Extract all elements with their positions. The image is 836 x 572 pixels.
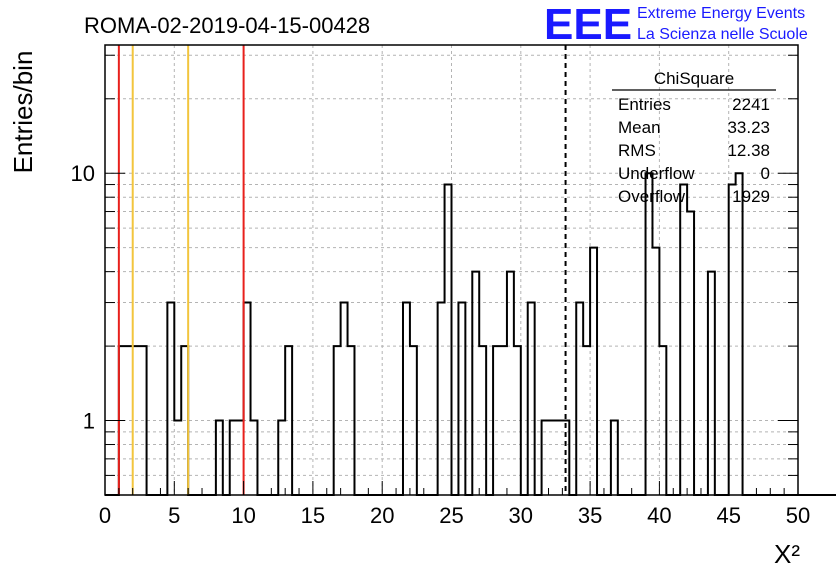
histogram-bin: [680, 185, 687, 495]
axis-ticks: 0 5 10 15 20 25 30 35 40 45 50 1 10: [71, 54, 810, 528]
histogram-bin: [341, 303, 348, 495]
x-tick-label: 30: [509, 503, 533, 528]
histogram-bin: [174, 421, 181, 495]
stats-box: ChiSquare Entries 2241 Mean 33.23 RMS 12.38 Un…: [612, 69, 776, 206]
logo-line-2: La Scienza nelle Scuole: [637, 26, 808, 43]
histogram-bin: [729, 185, 736, 495]
histogram-bin: [244, 303, 251, 495]
stats-label: Overflow: [618, 187, 686, 206]
histogram-bin: [216, 421, 223, 495]
histogram-bin: [659, 346, 666, 495]
histogram-bin: [708, 272, 715, 495]
stats-value: 2241: [732, 95, 770, 114]
stats-value: 33.23: [727, 118, 770, 137]
stats-label: Underflow: [618, 164, 695, 183]
y-tick-label: 10: [71, 161, 95, 186]
x-tick-label: 40: [647, 503, 671, 528]
x-tick-label: 45: [716, 503, 740, 528]
histogram-bin: [514, 346, 521, 495]
histogram-bin: [167, 303, 174, 495]
stats-value: 12.38: [727, 141, 770, 160]
x-tick-label: 25: [439, 503, 463, 528]
stats-rows: Entries 2241 Mean 33.23 RMS 12.38 Underflow 0 Ov…: [618, 95, 770, 206]
histogram-bin: [555, 421, 562, 495]
stats-value: 1929: [732, 187, 770, 206]
stats-label: RMS: [618, 141, 656, 160]
x-axis-label: X²: [774, 539, 800, 569]
histogram-bin: [562, 421, 569, 495]
stats-value: 0: [761, 164, 770, 183]
histogram-bin: [736, 173, 743, 495]
histogram-bin: [181, 346, 188, 495]
histogram-bin: [410, 346, 417, 495]
logo-mark: EEE: [544, 0, 632, 49]
histogram-bin: [438, 303, 445, 495]
histogram-bin: [583, 346, 590, 495]
reference-lines: [117, 45, 567, 495]
histogram-bin: [500, 346, 507, 495]
x-tick-label: 5: [168, 503, 180, 528]
x-tick-label: 35: [578, 503, 602, 528]
histogram-bin: [348, 346, 355, 495]
histogram-bin: [590, 248, 597, 495]
stats-label: Mean: [618, 118, 661, 137]
stats-label: Entries: [618, 95, 671, 114]
histogram-bin: [652, 248, 659, 495]
histogram-bin: [646, 173, 653, 495]
histogram-bin: [230, 421, 237, 495]
histogram-outline: [105, 172, 836, 496]
histogram-bin: [528, 303, 535, 495]
histogram-bin: [507, 272, 514, 495]
histogram-bin: [133, 346, 140, 495]
histogram-bin: [542, 421, 549, 495]
histogram-bin: [237, 421, 244, 495]
histogram-bin: [687, 212, 694, 495]
histogram-bin: [334, 346, 341, 495]
histogram-bin: [576, 303, 583, 495]
histogram-bins: [119, 173, 743, 495]
histogram-bin: [479, 346, 486, 495]
chart-title: ROMA-02-2019-04-15-00428: [84, 13, 370, 38]
y-tick-label: 1: [83, 409, 95, 434]
histogram-bin: [549, 421, 556, 495]
histogram-bin: [493, 346, 500, 495]
histogram-bin: [472, 272, 479, 495]
histogram-bin: [140, 346, 147, 495]
histogram-bin: [285, 346, 292, 495]
histogram-bin: [403, 303, 410, 495]
x-tick-label: 0: [99, 503, 111, 528]
histogram-bin: [445, 185, 452, 495]
x-tick-label: 15: [301, 503, 325, 528]
histogram-bin: [251, 421, 258, 495]
logo-line-1: Extreme Energy Events: [637, 5, 805, 22]
x-tick-label: 10: [231, 503, 255, 528]
eee-logo: EEE Extreme Energy Events La Scienza nel…: [544, 0, 808, 49]
x-tick-label: 20: [370, 503, 394, 528]
stats-title: ChiSquare: [654, 69, 734, 88]
histogram-bin: [126, 346, 133, 495]
histogram-bin: [458, 303, 465, 495]
histogram-bin: [278, 421, 285, 495]
y-axis-label: Entries/bin: [8, 51, 38, 174]
histogram-bin: [611, 421, 618, 495]
x-tick-label: 50: [786, 503, 810, 528]
